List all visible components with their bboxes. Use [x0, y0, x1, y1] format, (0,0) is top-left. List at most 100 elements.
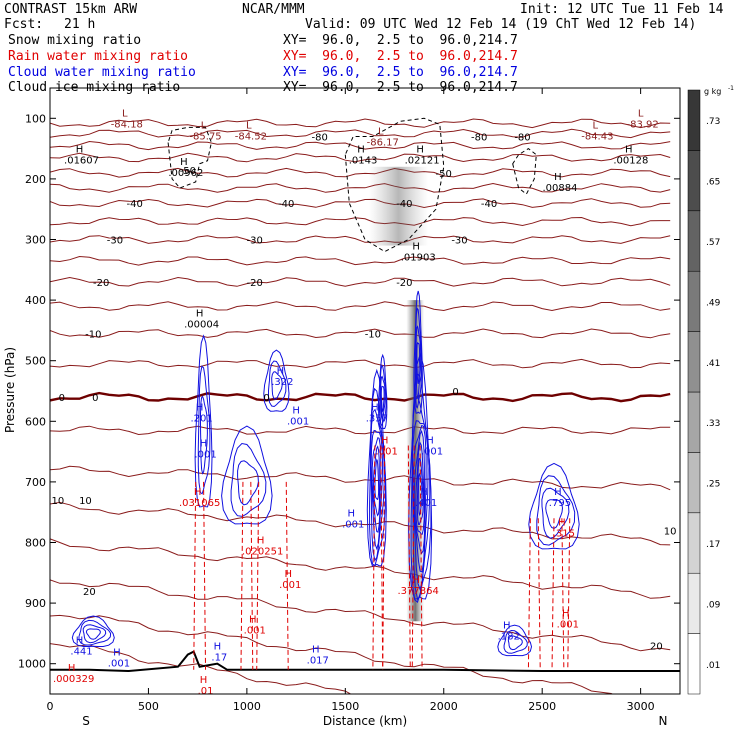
y-tick-label: 900: [25, 597, 46, 610]
extremum-value: -84.18: [111, 119, 143, 130]
isotherm-label: -40: [481, 199, 497, 210]
init-time: Init: 12 UTC Tue 11 Feb 14: [520, 2, 724, 17]
extremum-value: .0143: [349, 156, 378, 167]
field-snow-xy: XY= 96.0, 2.5 to 96.0,214.7: [283, 33, 518, 48]
extremum-marker: H: [381, 436, 389, 447]
colorbar-segment: [687, 89, 701, 151]
rain-water-contour: [551, 518, 555, 670]
extremum-marker: H: [292, 405, 300, 416]
extremum-marker: H: [196, 308, 204, 319]
isotherm-line: [50, 301, 671, 312]
isotherm-label: -40: [396, 199, 412, 210]
y-tick-label: 200: [25, 173, 46, 186]
extremum-marker: H: [277, 366, 285, 377]
isotherm-line: [50, 255, 671, 266]
extremum-value: -85.75: [189, 131, 221, 142]
cloud-water-contour: [78, 619, 112, 646]
isotherm-line: [50, 276, 671, 287]
cloud-water-contour: [380, 385, 385, 413]
cloud-water-contour: [85, 628, 101, 640]
isotherm-label: 20: [650, 642, 663, 653]
extremum-marker: H: [76, 636, 84, 647]
cloud-water-contour: [200, 395, 208, 475]
colorbar-unit-exponent: -1: [728, 85, 734, 92]
extremum-marker: H: [357, 145, 365, 156]
extremum-marker: H: [371, 402, 379, 413]
extremum-value: .401: [415, 498, 437, 509]
colorbar-segment: [687, 452, 701, 514]
rain-water-contour: [250, 481, 254, 670]
extremum-value: .00962: [168, 168, 203, 179]
cloud-ice-contour: [167, 126, 212, 189]
colorbar-segment: [687, 331, 701, 393]
cloud-water-contour: [374, 458, 380, 500]
isotherm-label: 20: [83, 587, 96, 598]
isotherm-line: [50, 579, 671, 652]
colorbar-tick-label: .65: [706, 178, 720, 188]
rain-water-contour: [240, 481, 244, 670]
extremum-marker: H: [558, 517, 566, 528]
cloud-water-contour: [541, 487, 570, 539]
extremum-marker: H: [554, 172, 562, 183]
extremum-marker: H: [196, 402, 204, 413]
isotherm-label: -30: [451, 236, 467, 247]
extremum-value: .01: [198, 686, 214, 697]
extremum-marker: H: [249, 614, 257, 625]
colorbar-segment: [687, 512, 701, 574]
extremum-value: .00004: [184, 319, 219, 330]
colorbar-segment: [687, 572, 701, 634]
isotherm-line: [50, 152, 671, 163]
isotherm-label: 0: [92, 393, 98, 404]
fcst-label: Fcst:: [4, 17, 44, 32]
rain-water-contour: [193, 481, 197, 670]
cloud-water-contour: [197, 365, 211, 495]
extremum-value: -83.92: [627, 119, 659, 130]
extremum-marker: H: [625, 145, 633, 156]
extremum-value: .001: [279, 580, 301, 591]
isotherm-label: -40: [126, 199, 142, 210]
extremum-marker: H: [76, 145, 84, 156]
isotherm-label: 10: [79, 496, 92, 507]
isotherm-line: [50, 118, 671, 129]
model-title: CONTRAST 15km ARW: [4, 2, 138, 17]
rain-water-contour: [380, 445, 384, 670]
isotherm-line: [50, 198, 671, 209]
colorbar-tick-label: .25: [706, 480, 720, 490]
isotherm-label: 10: [52, 496, 65, 507]
colorbar-segment: [687, 270, 701, 332]
cloud-water-contour: [497, 624, 533, 657]
extremum-value: .315: [553, 528, 575, 539]
isotherm-label: 0: [59, 393, 65, 404]
rain-water-contour: [411, 445, 415, 670]
colorbar-tick-label: .41: [706, 359, 720, 369]
colorbar: .01 .09 .17 .25 .33 .41 .49 .57 .65 .73 g kg -1: [687, 85, 734, 695]
org-label: NCAR/MMM: [242, 2, 305, 17]
y-tick-label: 500: [25, 355, 46, 368]
isotherm-label: -80: [312, 132, 328, 143]
extremum-value: .001: [287, 416, 309, 427]
extremum-marker: L: [122, 108, 128, 119]
extremum-value: .01607: [64, 156, 99, 167]
extremum-value: .01903: [401, 253, 436, 264]
cloud-water-contour: [372, 445, 380, 517]
extremum-value: .17: [211, 653, 227, 664]
extremum-value: .02121: [405, 156, 440, 167]
cloud-water-contour: [271, 371, 283, 400]
isotherm-line: [50, 538, 671, 599]
extremum-value: .020251: [242, 547, 283, 558]
rain-water-contour: [256, 481, 260, 670]
cloud-water-contour: [194, 334, 213, 508]
extremum-value: .001: [194, 450, 216, 461]
isotherm-line: [50, 182, 671, 193]
cloud-water-contour: [415, 441, 425, 535]
extremum-marker: H: [113, 648, 121, 659]
cloud-water-contour: [412, 424, 427, 573]
cloud-water-contour: [237, 460, 259, 506]
plot-frame: [49, 87, 681, 695]
extremum-value: .001: [421, 447, 443, 458]
extremum-value: .001: [244, 625, 266, 636]
y-tick-label: 300: [25, 234, 46, 247]
cloud-water-contour: [507, 635, 523, 651]
extremum-marker: H: [257, 536, 265, 547]
cloud-ice-contour: [344, 117, 445, 253]
